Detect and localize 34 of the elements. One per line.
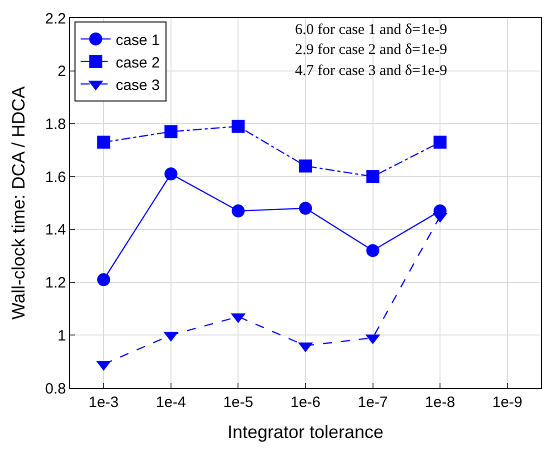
point xyxy=(366,244,380,258)
x-tick-label: 1e-6 xyxy=(290,394,321,411)
x-tick-label: 1e-3 xyxy=(88,394,119,411)
legend-label: case 2 xyxy=(116,54,160,72)
y-axis-title: Wall-clock time: DCA / HDCA xyxy=(8,86,28,320)
point xyxy=(299,160,312,172)
y-tick-label: 1.4 xyxy=(45,222,66,239)
point xyxy=(232,120,245,133)
y-tick-label: 1.2 xyxy=(45,274,66,292)
y-tick-label: 1 xyxy=(58,327,66,344)
annotation: 4.7 for case 3 and δ=1e-9 xyxy=(295,63,448,79)
y-tick-label: 0.8 xyxy=(45,380,66,398)
annotation: 6.0 for case 1 and δ=1e-9 xyxy=(295,22,448,38)
x-tick-label: 1e-4 xyxy=(156,394,186,411)
point xyxy=(97,136,110,149)
y-tick-label: 1.6 xyxy=(45,168,66,186)
x-tick-label: 1e-8 xyxy=(425,394,456,411)
point xyxy=(434,136,447,149)
x-tick-label: 1e-7 xyxy=(358,394,388,411)
point xyxy=(299,202,312,215)
point xyxy=(366,170,380,184)
y-tick-label: 2.2 xyxy=(45,10,66,28)
annotation: 2.9 for case 2 and δ=1e-9 xyxy=(295,42,448,58)
y-tick-label: 1.8 xyxy=(45,116,66,133)
legend-label: case 3 xyxy=(116,76,160,94)
point xyxy=(164,167,178,180)
point xyxy=(232,204,245,218)
x-tick-label: 1e-9 xyxy=(492,394,522,411)
y-tick-label: 2 xyxy=(58,63,66,80)
x-tick-label: 1e-5 xyxy=(223,394,254,411)
legend-label: case 1 xyxy=(116,32,160,49)
x-axis-title: Integrator tolerance xyxy=(227,422,384,442)
point xyxy=(97,273,110,286)
point xyxy=(164,125,178,138)
